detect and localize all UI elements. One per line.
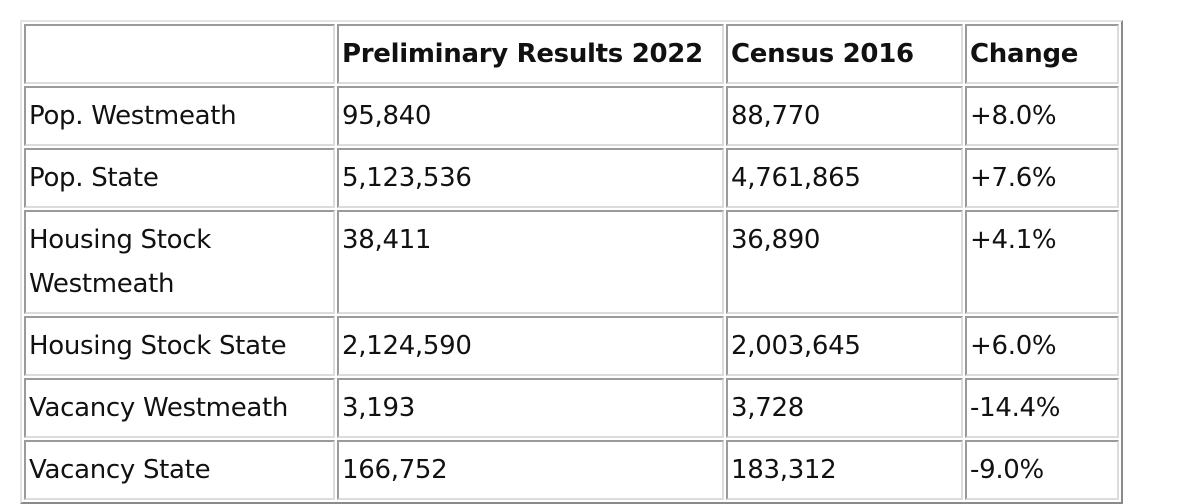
prelim-2022-value: 38,411 [337,210,724,314]
change-value: -14.4% [965,378,1119,438]
row-label: Housing Stock Westmeath [24,210,335,314]
census-comparison-table: Preliminary Results 2022 Census 2016 Cha… [20,20,1123,504]
header-cell-preliminary-2022: Preliminary Results 2022 [337,24,724,84]
census-2016-value: 4,761,865 [726,148,963,208]
table-row: Pop. Westmeath 95,840 88,770 +8.0% [24,86,1119,146]
table-row: Housing Stock State 2,124,590 2,003,645 … [24,316,1119,376]
prelim-2022-value: 5,123,536 [337,148,724,208]
row-label: Vacancy State [24,440,335,500]
header-cell-empty [24,24,335,84]
table-row: Vacancy Westmeath 3,193 3,728 -14.4% [24,378,1119,438]
row-label: Pop. State [24,148,335,208]
census-2016-value: 88,770 [726,86,963,146]
header-cell-change: Change [965,24,1119,84]
census-table-container: Preliminary Results 2022 Census 2016 Cha… [20,20,1123,504]
census-2016-value: 2,003,645 [726,316,963,376]
row-label: Pop. Westmeath [24,86,335,146]
row-label: Housing Stock State [24,316,335,376]
table-row: Housing Stock Westmeath 38,411 36,890 +4… [24,210,1119,314]
census-2016-value: 183,312 [726,440,963,500]
prelim-2022-value: 95,840 [337,86,724,146]
change-value: +4.1% [965,210,1119,314]
change-value: +8.0% [965,86,1119,146]
change-value: -9.0% [965,440,1119,500]
table-row: Vacancy State 166,752 183,312 -9.0% [24,440,1119,500]
row-label: Vacancy Westmeath [24,378,335,438]
header-cell-census-2016: Census 2016 [726,24,963,84]
census-2016-value: 3,728 [726,378,963,438]
census-2016-value: 36,890 [726,210,963,314]
prelim-2022-value: 166,752 [337,440,724,500]
change-value: +6.0% [965,316,1119,376]
prelim-2022-value: 2,124,590 [337,316,724,376]
prelim-2022-value: 3,193 [337,378,724,438]
table-row: Pop. State 5,123,536 4,761,865 +7.6% [24,148,1119,208]
change-value: +7.6% [965,148,1119,208]
table-header-row: Preliminary Results 2022 Census 2016 Cha… [24,24,1119,84]
